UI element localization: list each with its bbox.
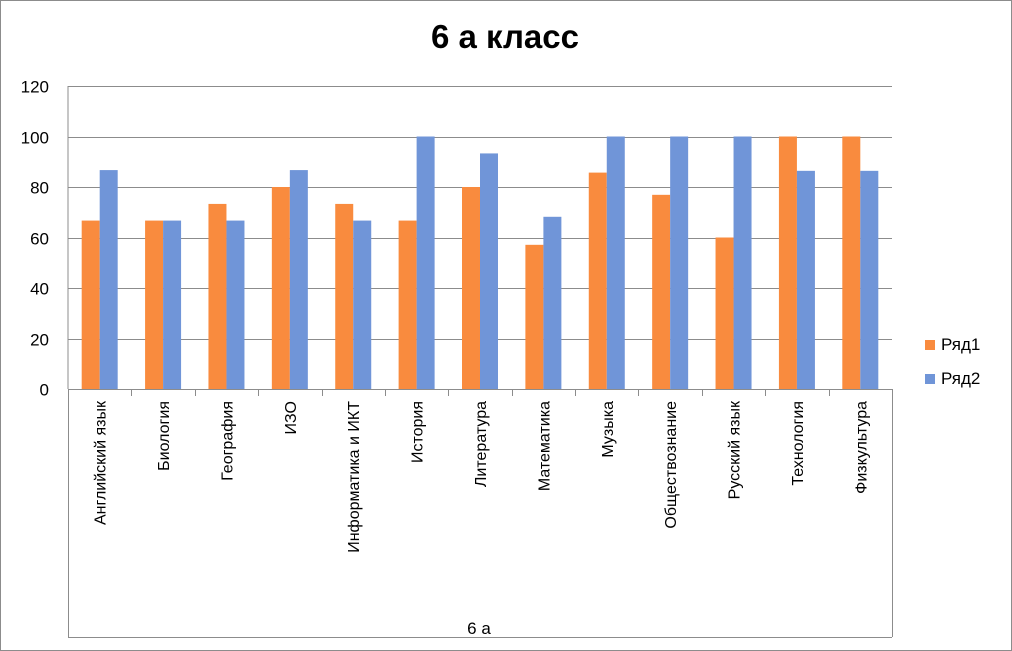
bar-series-1-12 <box>778 136 797 389</box>
x-tick-label: Информатика и ИКТ <box>346 401 363 553</box>
bar-series-2-12 <box>796 170 815 389</box>
legend-item-series-2: Ряд2 <box>925 362 980 396</box>
x-tick-label: География <box>219 401 236 481</box>
bar-series-1-7 <box>462 187 480 389</box>
y-tick-label: 60 <box>30 230 49 249</box>
bar-series-2-8 <box>543 216 562 389</box>
bar-series-1-3 <box>208 203 227 389</box>
bar-series-2-7 <box>480 153 498 389</box>
bar-series-1-13 <box>842 136 861 389</box>
x-tick-label: Английский язык <box>93 400 110 525</box>
y-axis: 0 20 40 60 80 100 120 <box>21 78 49 400</box>
x-tick-label: Биология <box>156 401 173 471</box>
chart-title: 6 а класс <box>431 18 579 55</box>
bar-series-2-10 <box>670 136 689 389</box>
x-tick-label: Русский язык <box>727 400 744 499</box>
y-tick-label: 120 <box>21 78 49 97</box>
bar-series-1-6 <box>398 220 417 389</box>
x-tick-label: Физкультура <box>853 401 870 494</box>
x-tick-label: Технология <box>790 401 807 486</box>
bar-series-2-4 <box>289 170 308 389</box>
bar-series-2-5 <box>353 220 372 389</box>
bar-series-2-11 <box>733 136 752 389</box>
bar-series-1-10 <box>652 194 671 389</box>
bar-series-1-9 <box>588 172 607 389</box>
x-axis: Английский язык Биология География ИЗО Инфор… <box>67 86 893 638</box>
bar-series-2-2 <box>163 220 182 389</box>
x-tick-label: История <box>410 401 427 463</box>
x-tick-label: ИЗО <box>283 401 300 434</box>
bar-series-2-1 <box>99 170 118 389</box>
bar-series-1-1 <box>81 220 100 389</box>
y-tick-label: 20 <box>30 331 49 350</box>
bar-series-2-3 <box>226 220 245 389</box>
x-tick-label: Литература <box>473 401 490 487</box>
bar-series-2-9 <box>606 136 625 389</box>
bar-series-1-11 <box>715 237 734 389</box>
legend-swatch-series-2 <box>925 374 935 384</box>
y-tick-label: 0 <box>40 381 49 400</box>
bar-series-1-2 <box>145 220 164 389</box>
bar-series-2-13 <box>860 170 879 389</box>
legend-item-series-1: Ряд1 <box>925 328 980 362</box>
bar-series-2-6 <box>416 136 435 389</box>
legend-swatch-series-1 <box>925 340 935 350</box>
legend-label-series-2: Ряд2 <box>941 369 981 388</box>
x-tick-label: Математика <box>536 401 553 491</box>
y-tick-label: 80 <box>30 179 49 198</box>
legend-label-series-1: Ряд1 <box>941 335 981 354</box>
bar-series-1-8 <box>525 244 544 389</box>
legend: Ряд1 Ряд2 <box>925 328 980 396</box>
bar-series-1-5 <box>335 203 354 389</box>
y-tick-label: 40 <box>30 280 49 299</box>
x-tick-label: Музыка <box>600 401 617 458</box>
bars <box>81 136 879 389</box>
y-tick-label: 100 <box>21 129 49 148</box>
bar-series-1-4 <box>271 187 290 389</box>
group-label: 6 а <box>467 619 491 638</box>
x-tick-label: Обществознание <box>663 401 680 529</box>
